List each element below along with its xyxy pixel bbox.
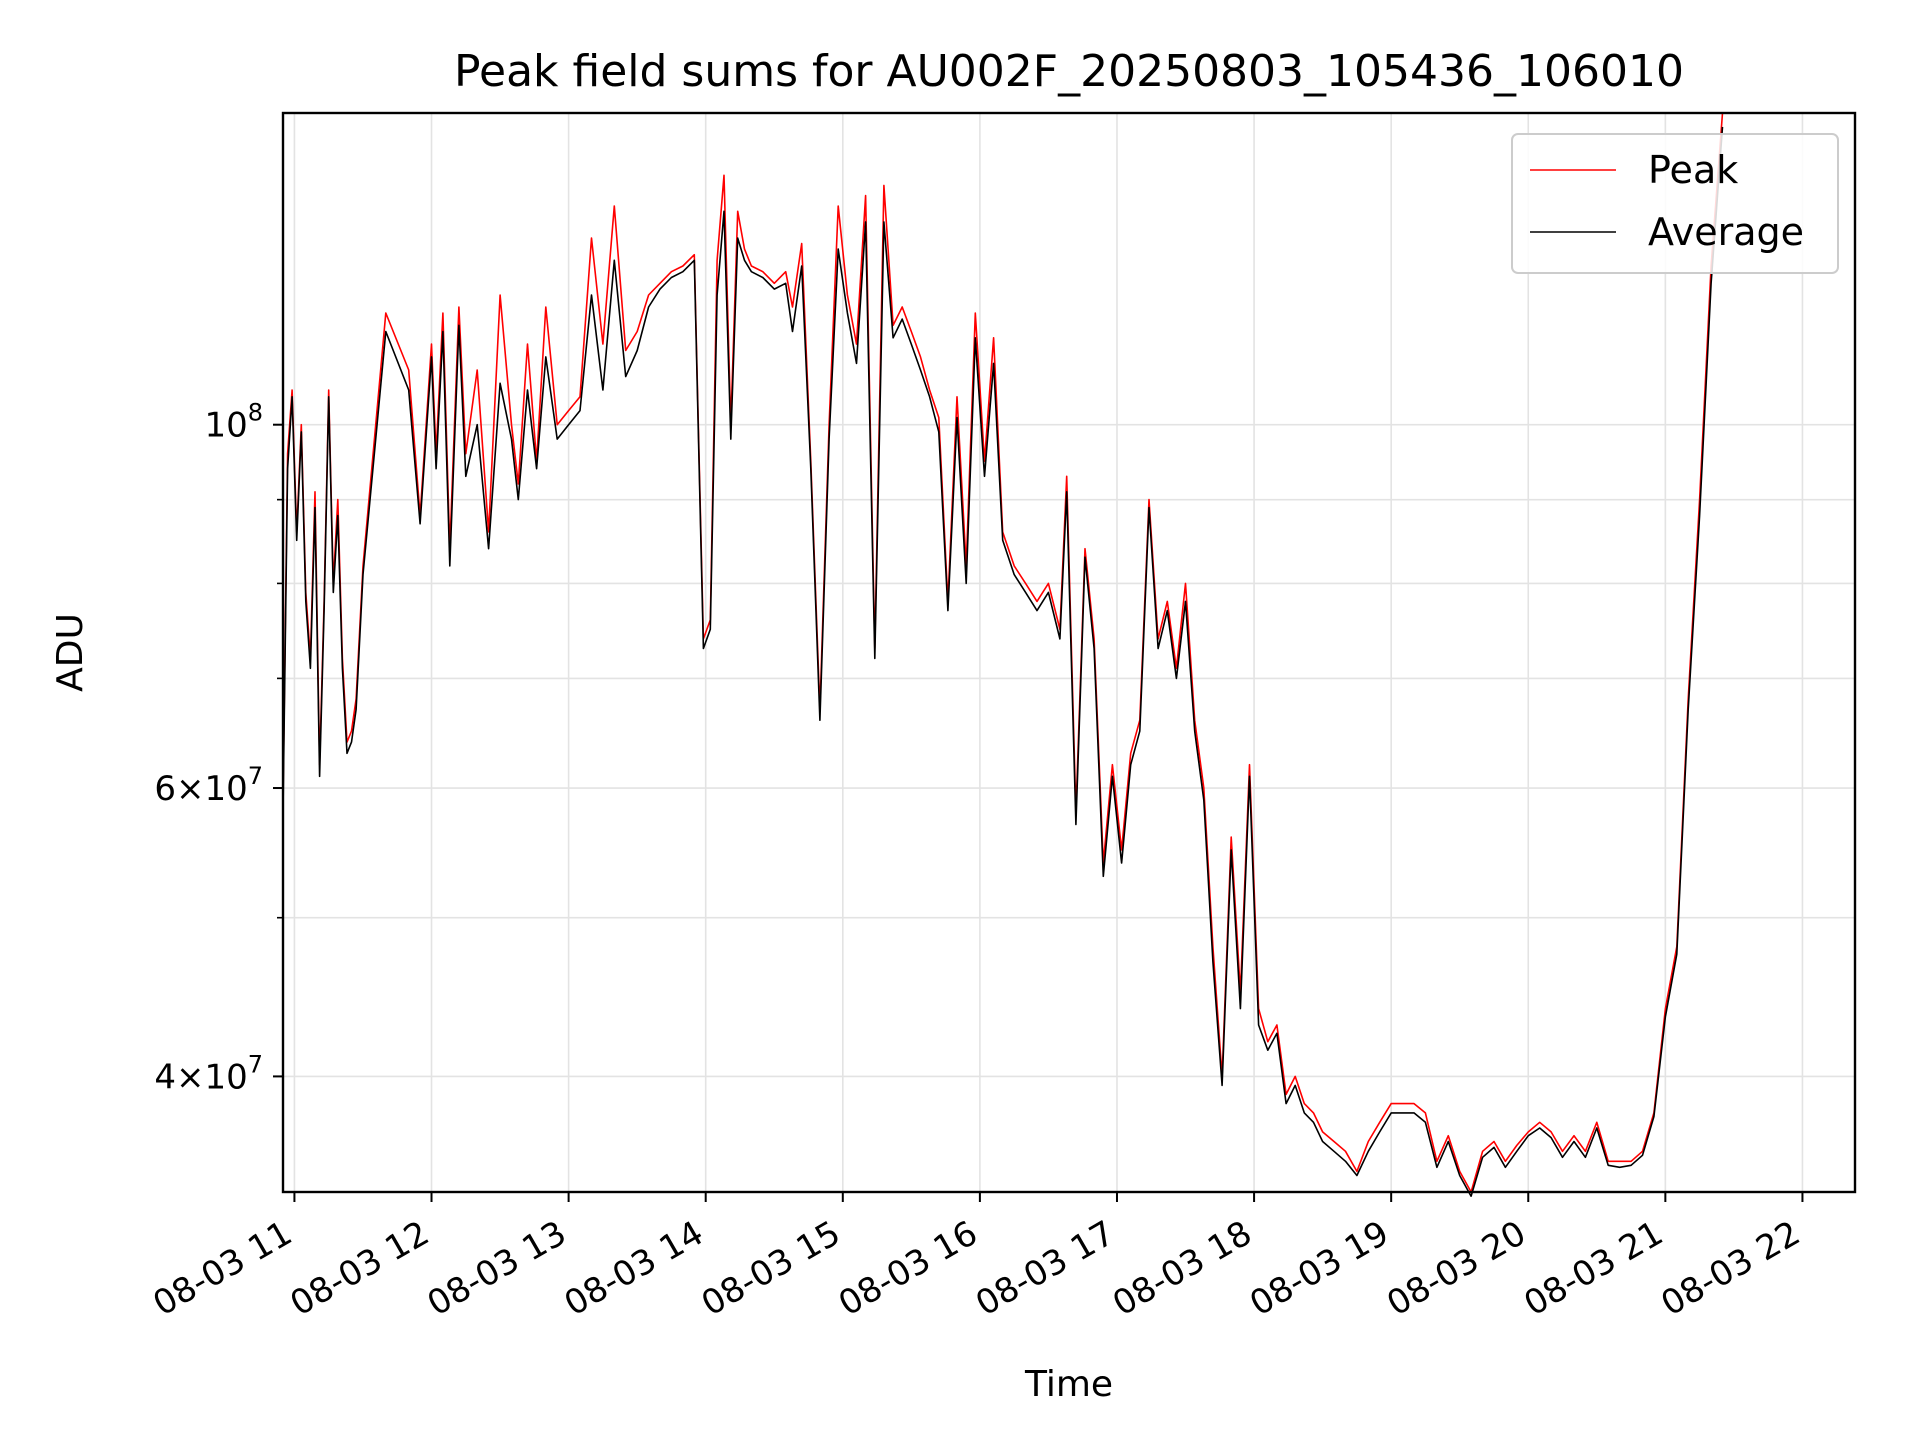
series-group: [282, 112, 1724, 1197]
x-axis-label: Time: [1024, 1364, 1113, 1405]
y-tick-label: 6×107: [154, 762, 263, 809]
y-tick-label: 108: [204, 399, 263, 446]
legend-label-average: Average: [1648, 210, 1804, 254]
legend: Peak Average: [1511, 133, 1839, 274]
legend-box: [1511, 133, 1839, 274]
y-tick-label: 4×107: [154, 1050, 263, 1097]
legend-label-peak: Peak: [1648, 148, 1738, 192]
y-axis-label: ADU: [50, 613, 91, 692]
series-line-average: [282, 126, 1724, 1197]
plot-frame: [281, 111, 1857, 1194]
chart-title: Peak field sums for AU002F_20250803_1054…: [454, 46, 1684, 97]
